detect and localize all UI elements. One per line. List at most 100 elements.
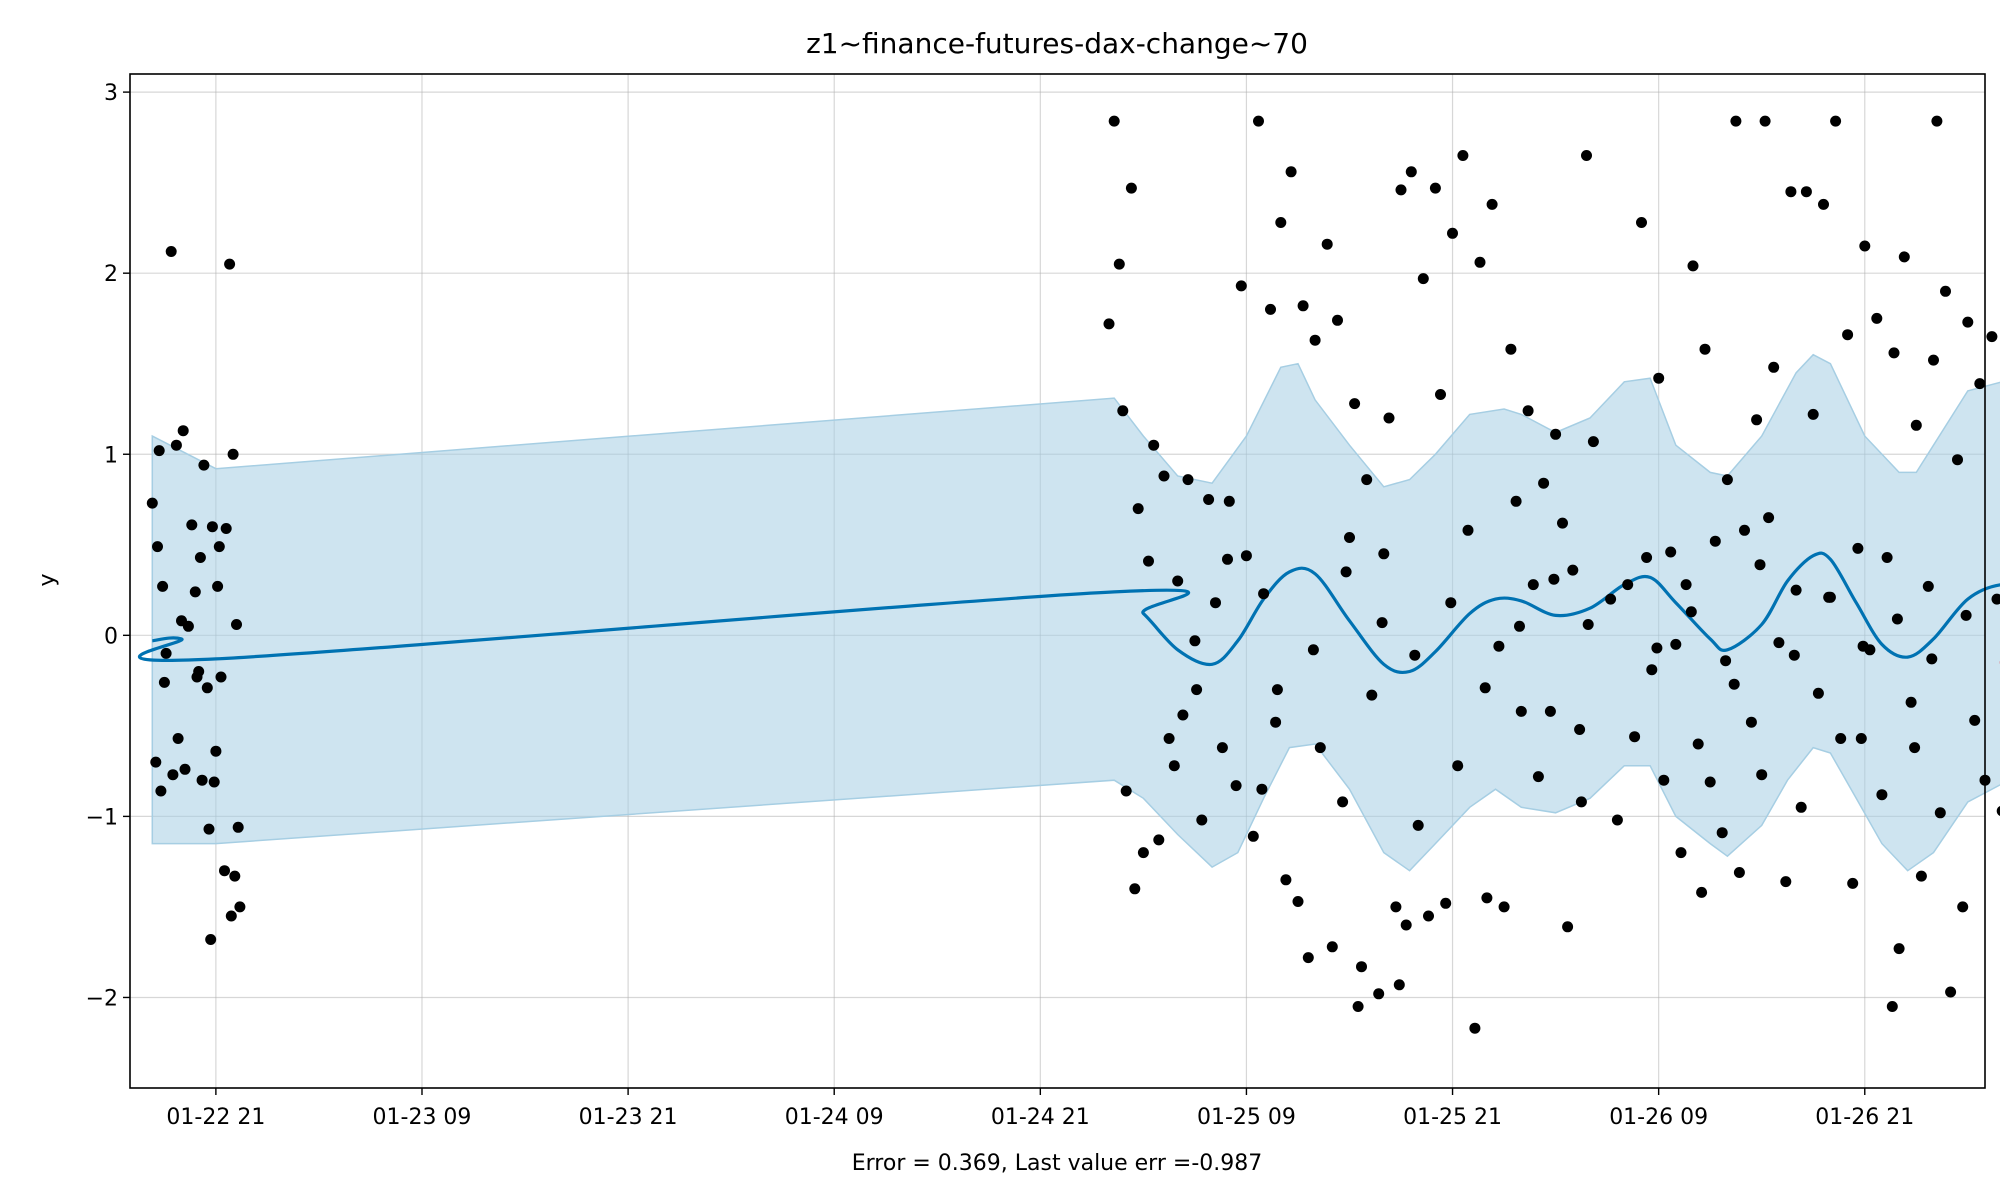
observed-point: [189, 586, 201, 598]
observed-point: [1445, 597, 1457, 609]
observed-point: [1696, 886, 1708, 898]
observed-point: [1886, 1001, 1898, 1012]
observed-point: [1527, 579, 1539, 591]
observed-point: [1795, 801, 1807, 813]
observed-point: [182, 620, 194, 632]
observed-point: [1270, 716, 1282, 728]
observed-point: [1493, 640, 1505, 652]
observed-point: [1462, 524, 1474, 536]
observed-point: [1986, 331, 1998, 343]
observed-point: [1960, 609, 1972, 621]
observed-point: [1120, 785, 1132, 797]
observed-point: [1888, 347, 1900, 359]
observed-point: [1675, 847, 1687, 859]
observed-point: [1969, 714, 1981, 726]
observed-point: [1285, 166, 1297, 178]
observed-point: [1658, 774, 1670, 786]
observed-point: [1393, 979, 1405, 991]
observed-point: [1447, 227, 1458, 239]
observed-point: [1759, 115, 1771, 127]
observed-point: [1699, 343, 1711, 355]
observed-point: [1163, 733, 1175, 744]
observed-point: [1847, 877, 1859, 889]
observed-point: [1857, 640, 1869, 652]
y-axis-label: y: [35, 573, 60, 586]
observed-point: [1314, 742, 1326, 754]
chart-title: z1~finance-futures-dax-change~70: [806, 27, 1308, 60]
observed-point: [1728, 678, 1740, 690]
observed-point: [186, 519, 198, 531]
observed-point: [1538, 477, 1550, 489]
x-axis: 01-22 21 01-23 09 01-23 21 01-24 09 01-24 21…: [166, 1088, 1914, 1130]
observed-point: [1177, 709, 1189, 721]
observed-point: [1800, 186, 1812, 198]
observed-point: [1356, 961, 1367, 973]
forecast-curve: [137, 551, 2000, 675]
observed-point: [1934, 807, 1946, 819]
observed-point: [1928, 354, 1939, 366]
observed-point: [1670, 638, 1682, 650]
observed-point: [1132, 503, 1144, 515]
observed-point: [1641, 552, 1653, 563]
y-axis: −2 −1 0 1 2 3: [86, 81, 130, 1011]
observed-point: [1191, 684, 1203, 696]
observed-point: [1435, 389, 1446, 400]
y-tick-label: 1: [104, 443, 118, 468]
x-tick-label: 01-26 09: [1609, 1105, 1708, 1130]
observed-point: [1222, 553, 1233, 565]
plot-frame: [129, 73, 1986, 1089]
observed-point: [1687, 260, 1699, 272]
observed-point: [1788, 649, 1800, 661]
y-tick-label: 3: [104, 81, 118, 106]
observed-point: [1258, 588, 1270, 600]
observed-point: [1168, 760, 1180, 772]
observed-point: [1505, 343, 1517, 355]
observed-point: [1898, 251, 1910, 263]
observed-point: [1326, 941, 1338, 953]
observed-point: [1256, 783, 1268, 795]
observed-point: [1680, 579, 1692, 591]
observed-point: [1216, 742, 1228, 754]
observed-point: [1636, 217, 1647, 228]
observed-point: [1915, 870, 1927, 882]
observed-point: [1754, 559, 1766, 571]
observed-point: [201, 682, 213, 694]
observed-point: [1962, 316, 1974, 328]
observed-point: [179, 763, 191, 775]
observed-point: [1189, 635, 1201, 647]
observed-point: [1378, 548, 1390, 560]
observed-point: [1629, 731, 1641, 743]
observed-point: [1235, 280, 1247, 292]
x-tick-label: 01-23 09: [373, 1105, 472, 1130]
observed-point: [152, 541, 163, 553]
observed-point: [1340, 566, 1352, 578]
observed-point: [1773, 637, 1785, 649]
observed-point: [1247, 830, 1259, 842]
observed-point: [208, 776, 220, 788]
observed-point: [1400, 919, 1412, 931]
observed-point: [1909, 742, 1921, 754]
observed-point: [1337, 796, 1349, 808]
observed-point: [1910, 419, 1922, 431]
observed-point: [1457, 150, 1469, 161]
y-tick-label: −2: [86, 986, 118, 1011]
observed-point: [1514, 620, 1525, 632]
observed-point: [1332, 314, 1343, 326]
observed-point: [1412, 819, 1424, 831]
observed-point: [1522, 405, 1534, 417]
observed-point: [1751, 414, 1763, 426]
observed-point: [1739, 524, 1750, 536]
observed-point: [1562, 921, 1574, 933]
observed-point: [1807, 408, 1819, 420]
observed-point: [1763, 512, 1775, 524]
observed-point: [1905, 696, 1917, 708]
observed-point: [1223, 495, 1235, 507]
observed-points: [146, 115, 2000, 1034]
observed-point: [170, 439, 182, 451]
observed-point: [1812, 687, 1824, 699]
observed-point: [1768, 361, 1780, 373]
observed-point: [1730, 115, 1742, 127]
observed-point: [1785, 186, 1797, 198]
x-tick-label: 01-23 21: [579, 1105, 678, 1130]
observed-point: [1182, 474, 1194, 486]
